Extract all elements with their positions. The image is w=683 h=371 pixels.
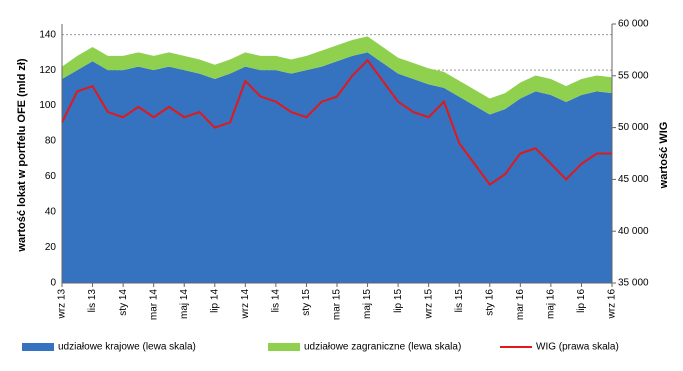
x-tick-label: wrz 14 (240, 289, 251, 320)
x-tick-label: sty 16 (484, 289, 495, 316)
y2-tick-label: 55 000 (618, 70, 649, 81)
x-tick-label: lip 14 (209, 289, 220, 313)
legend-swatch (268, 343, 300, 351)
y-tick-label: 60 (45, 171, 57, 182)
y2-tick-label: 50 000 (618, 122, 649, 133)
wig-line (61, 58, 612, 186)
x-tick-label: wrz 16 (607, 289, 618, 320)
y2-tick-label: 60 000 (618, 19, 649, 30)
x-tick-label: mar 14 (148, 289, 159, 321)
y-tick-label: 80 (45, 136, 57, 147)
y2-tick-label: 45 000 (618, 174, 649, 185)
x-tick-label: lip 16 (576, 289, 587, 313)
x-tick-label: maj 16 (546, 289, 557, 319)
x-tick-label: sty 15 (301, 289, 312, 316)
x-tick-label: maj 15 (362, 289, 373, 319)
x-tick-label: lis 14 (271, 289, 282, 313)
legend-label: udziałowe krajowe (lewa skala) (58, 342, 196, 353)
y-tick-label: 40 (45, 207, 57, 218)
x-tick-label: wrz 15 (423, 289, 434, 320)
y-tick-label: 20 (45, 242, 57, 253)
x-tick-label: mar 15 (332, 289, 343, 321)
y-tick-label: 120 (39, 65, 56, 76)
legend-label: WIG (prawa skala) (536, 342, 619, 353)
x-tick-label: sty 14 (118, 289, 129, 316)
x-tick-label: lip 15 (393, 289, 404, 313)
y-tick-label: 140 (39, 29, 56, 40)
legend-swatch (22, 343, 54, 351)
legend-label: udziałowe zagraniczne (lewa skala) (304, 342, 461, 353)
y-tick-label: 100 (39, 100, 56, 111)
y2-tick-label: 35 000 (618, 278, 649, 289)
y2-axis-title: wartość WIG (658, 122, 670, 190)
x-tick-label: wrz 13 (57, 289, 68, 320)
x-tick-label: mar 16 (515, 289, 526, 321)
y2-tick-label: 40 000 (618, 226, 649, 237)
y-tick-label: 0 (50, 278, 56, 289)
y-axis-title: wartość lokat w portfelu OFE (mld zł) (16, 58, 28, 252)
x-tick-label: lis 15 (454, 289, 465, 313)
x-tick-label: lis 13 (87, 289, 98, 313)
area (62, 52, 612, 283)
x-tick-label: maj 14 (179, 289, 190, 319)
area (62, 36, 612, 115)
